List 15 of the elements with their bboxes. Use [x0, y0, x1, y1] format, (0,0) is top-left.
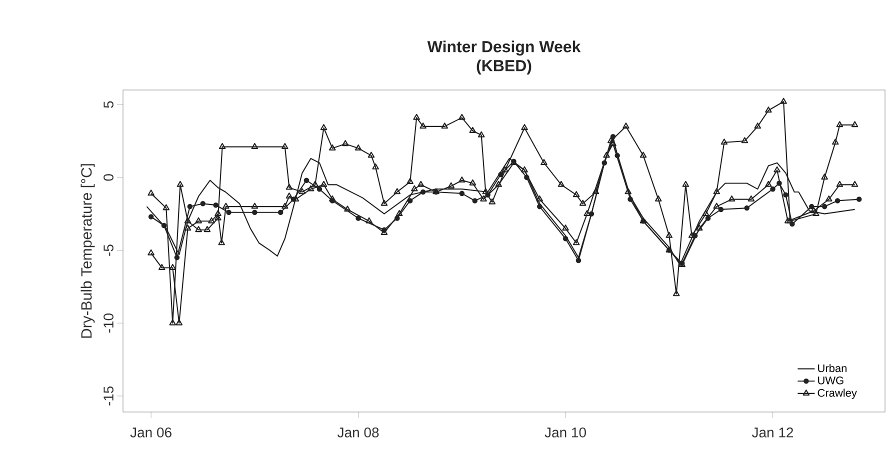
y-axis-title: Dry-Bulb Temperature [°C]: [80, 164, 95, 338]
x-tick-label: Jan 10: [544, 428, 586, 438]
chart-title: Winter Design Week: [427, 40, 581, 56]
y-tick-label: -15: [104, 386, 114, 406]
chart-subtitle: (KBED): [476, 60, 532, 75]
legend-label: Crawley: [818, 388, 857, 399]
x-tick-label: Jan 06: [130, 428, 172, 438]
y-tick-label: -10: [104, 314, 114, 333]
legend-label: Urban: [818, 364, 846, 372]
x-tick-label: Jan 08: [338, 428, 379, 438]
legend-label: UWG: [818, 376, 844, 384]
y-tick-label: 0: [104, 174, 114, 181]
x-tick-label: Jan 12: [752, 428, 794, 438]
y-tick-label: -5: [104, 244, 114, 256]
y-tick-label: 5: [104, 101, 114, 108]
